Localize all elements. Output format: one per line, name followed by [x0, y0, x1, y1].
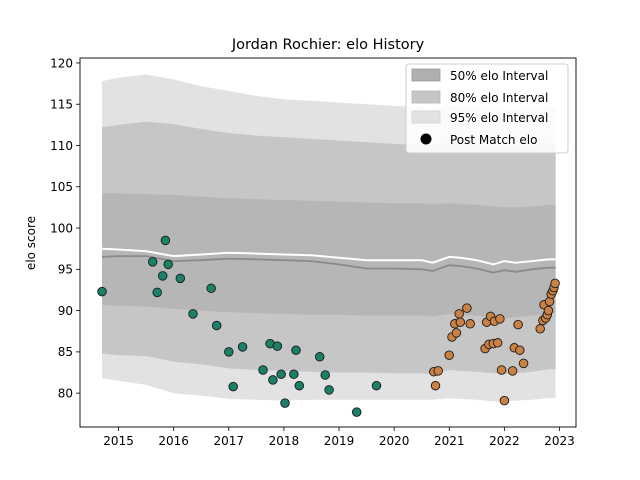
y-tick-label: 85 — [58, 345, 73, 359]
data-point — [294, 380, 305, 391]
data-point — [495, 314, 505, 324]
x-tick-label: 2015 — [103, 434, 134, 448]
data-point — [492, 338, 503, 348]
y-tick-label: 120 — [50, 56, 73, 70]
data-point — [499, 395, 510, 406]
data-point — [433, 366, 443, 376]
data-point — [160, 235, 171, 246]
data-point — [320, 370, 330, 380]
x-tick-label: 2021 — [434, 434, 465, 448]
legend-box — [405, 63, 569, 154]
y-tick-label: 100 — [50, 221, 73, 235]
data-point — [272, 341, 283, 351]
legend-label-80: 80% elo Interval — [450, 91, 548, 105]
legend-marker-post-match — [420, 133, 432, 145]
x-tick-label: 2020 — [379, 434, 410, 448]
x-tick-label: 2017 — [214, 434, 245, 448]
data-point — [276, 369, 286, 379]
data-point — [496, 365, 507, 375]
plot-area — [97, 74, 560, 417]
legend: 50% elo Interval 80% elo Interval 95% el… — [405, 63, 569, 154]
y-tick-label: 115 — [50, 98, 73, 112]
data-point — [371, 380, 382, 391]
legend-swatch-50 — [411, 68, 441, 82]
data-point — [97, 286, 107, 297]
data-point — [515, 345, 525, 355]
x-tick-label: 2019 — [324, 434, 355, 448]
data-point — [206, 283, 216, 294]
legend-swatch-80 — [411, 90, 441, 104]
data-point — [268, 375, 278, 385]
data-point — [157, 271, 168, 281]
data-point — [224, 347, 234, 357]
data-point — [147, 257, 158, 267]
data-point — [543, 305, 554, 316]
data-point — [289, 369, 299, 379]
plot-frame — [79, 57, 577, 428]
data-point — [444, 350, 454, 360]
data-point — [188, 309, 198, 319]
data-point — [430, 380, 441, 391]
data-point — [228, 381, 238, 392]
data-point — [455, 317, 466, 327]
data-point — [518, 358, 529, 369]
data-point — [454, 309, 464, 319]
data-point — [451, 328, 462, 338]
data-point — [291, 345, 301, 355]
median-line — [101, 255, 556, 274]
data-point — [258, 365, 268, 375]
data-point — [324, 385, 334, 395]
mean-line — [101, 247, 556, 266]
data-point — [280, 398, 290, 408]
data-point — [211, 320, 222, 331]
data-point — [237, 342, 248, 352]
legend-swatch-95 — [411, 110, 441, 124]
data-point — [152, 287, 162, 298]
y-axis-label: elo score — [24, 216, 38, 270]
legend-label-post-match: Post Match elo — [450, 133, 537, 147]
data-point — [462, 303, 472, 313]
x-tick-label: 2023 — [544, 434, 575, 448]
x-tick-label: 2018 — [269, 434, 300, 448]
y-tick-label: 90 — [58, 304, 73, 318]
y-tick-label: 95 — [58, 263, 73, 277]
data-point — [163, 259, 173, 270]
data-point — [507, 366, 518, 376]
legend-label-50: 50% elo Interval — [450, 69, 548, 83]
y-tick-label: 105 — [50, 180, 73, 194]
legend-label-95: 95% elo Interval — [450, 111, 548, 125]
y-tick-label: 110 — [50, 139, 73, 153]
x-tick-label: 2022 — [489, 434, 520, 448]
data-point — [351, 407, 362, 417]
data-point — [314, 352, 325, 362]
data-point — [550, 278, 560, 289]
data-point — [535, 324, 545, 334]
data-point — [513, 319, 523, 330]
y-tick-label: 80 — [58, 386, 73, 400]
data-point — [175, 273, 186, 284]
chart-title: Jordan Rochier: elo History — [231, 37, 425, 53]
data-point — [465, 319, 475, 329]
axes: 2015 2016 2017 2018 2019 2020 2021 2022 2023 80 85… — [50, 56, 575, 448]
x-tick-label: 2016 — [158, 434, 189, 448]
